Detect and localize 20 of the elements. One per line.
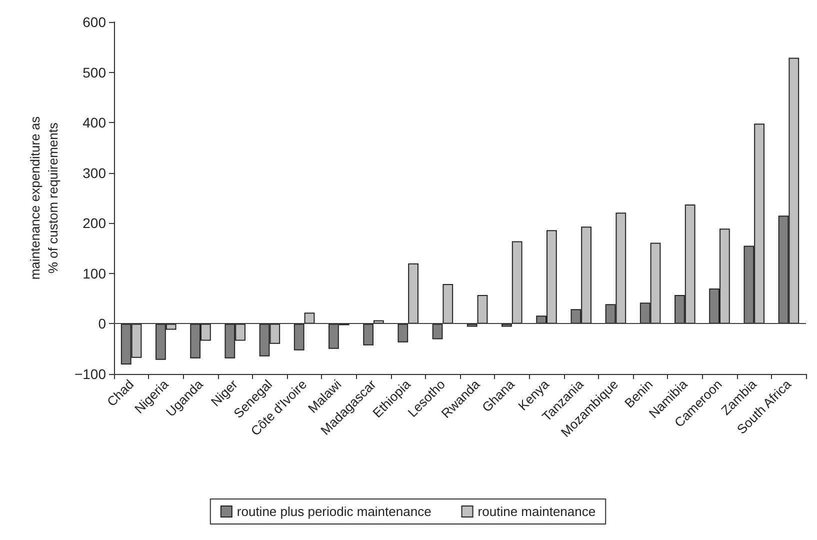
bar <box>363 324 374 346</box>
bar <box>408 263 418 324</box>
legend-label: routine maintenance <box>478 504 596 519</box>
bar <box>432 324 443 340</box>
y-tick-label: 400 <box>82 114 106 131</box>
bar <box>477 295 488 324</box>
y-tick-label: 0 <box>98 316 106 332</box>
bar <box>304 312 315 324</box>
bar <box>512 241 522 324</box>
y-tick-label: 100 <box>82 265 106 282</box>
legend-label: routine plus periodic maintenance <box>236 504 432 519</box>
y-tick-label: 300 <box>82 164 106 181</box>
y-tick-label: 600 <box>82 14 106 30</box>
y-axis-title: maintenance expenditure as % of custom requirements <box>28 116 60 280</box>
y-tick-label: 200 <box>82 215 106 232</box>
bar <box>398 324 408 342</box>
y-tick-label: 500 <box>82 64 106 80</box>
y-tick-label: −100 <box>74 366 106 382</box>
bar <box>442 284 454 324</box>
bar <box>294 324 304 350</box>
